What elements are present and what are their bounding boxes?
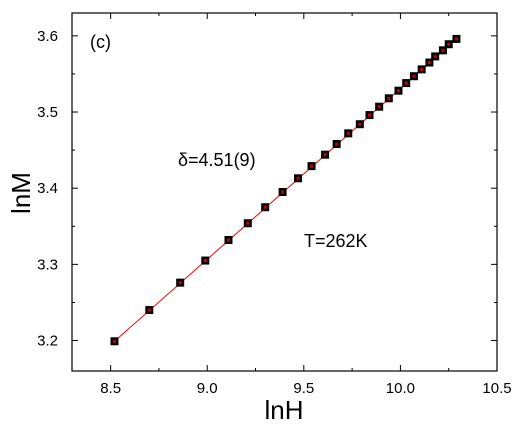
x-tick-label: 10.5 <box>482 380 511 397</box>
data-point <box>444 40 453 49</box>
x-tick-label: 8.5 <box>100 380 121 397</box>
panel-label: (c) <box>90 32 111 52</box>
data-point <box>375 102 384 111</box>
data-points <box>110 34 461 346</box>
data-point <box>261 203 270 212</box>
data-point <box>402 79 411 88</box>
data-point <box>278 188 287 196</box>
temperature-annotation: T=262K <box>304 231 368 251</box>
data-point <box>438 46 447 55</box>
data-point <box>307 162 316 171</box>
y-tick-label: 3.3 <box>37 256 58 273</box>
data-point <box>145 306 154 315</box>
data-point <box>201 256 210 265</box>
data-point <box>425 58 434 67</box>
y-tick-label: 3.2 <box>37 333 58 350</box>
data-point <box>224 235 233 244</box>
data-point <box>365 111 374 120</box>
tick-labels: 8.5 9.0 9.5 10.0 10.5 3.2 3.3 3.4 3.5 3.6 <box>37 28 511 397</box>
data-point <box>431 52 440 61</box>
x-tick-label: 9.5 <box>293 380 314 397</box>
data-point <box>294 174 303 183</box>
y-tick-label: 3.5 <box>37 104 58 121</box>
data-point <box>332 140 341 149</box>
data-point <box>394 86 403 95</box>
data-point <box>452 34 461 43</box>
y-tick-label: 3.4 <box>37 180 58 197</box>
y-axis-title: lnM <box>6 172 36 214</box>
x-axis-title: lnH <box>264 395 303 425</box>
data-point <box>355 120 364 129</box>
data-point <box>110 337 119 346</box>
x-tick-label: 9.0 <box>197 380 218 397</box>
axis-ticks <box>72 13 498 371</box>
data-point <box>417 65 426 74</box>
data-point <box>321 150 330 159</box>
x-tick-label: 10.0 <box>386 380 415 397</box>
y-tick-label: 3.6 <box>37 28 58 45</box>
delta-annotation: δ=4.51(9) <box>178 150 256 170</box>
data-point <box>384 94 393 103</box>
plot-frame <box>71 12 498 372</box>
data-point <box>176 278 185 287</box>
data-point <box>344 129 353 138</box>
data-point <box>409 72 418 81</box>
data-point <box>243 219 252 228</box>
